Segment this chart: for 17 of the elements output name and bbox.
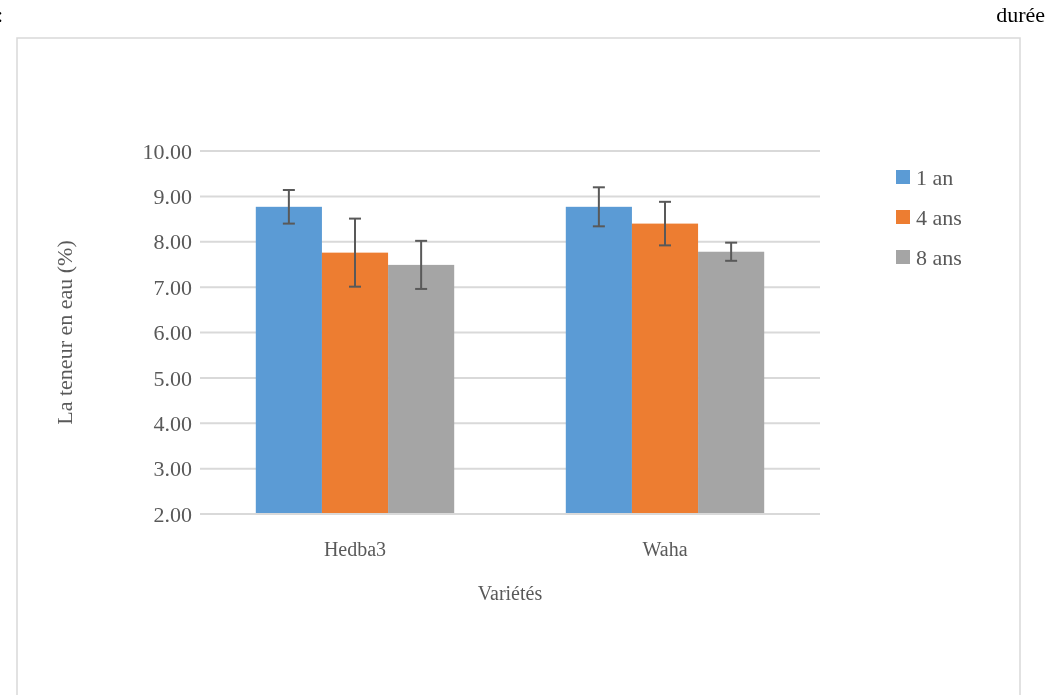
- y-tick-label: 10.00: [142, 138, 192, 164]
- legend-label: 4 ans: [916, 204, 962, 230]
- y-tick-label: 9.00: [153, 184, 192, 210]
- legend-label: 1 an: [916, 164, 954, 190]
- y-tick-label: 4.00: [153, 410, 192, 436]
- y-axis-title: La teneur en eau (%): [52, 240, 77, 425]
- y-tick-label: 8.00: [153, 229, 192, 255]
- x-tick-label: Waha: [642, 538, 688, 560]
- y-tick-label: 6.00: [153, 320, 192, 346]
- y-tick-label: 3.00: [153, 456, 192, 482]
- x-tick-label: Hedba3: [323, 538, 387, 560]
- legend-label: 8 ans: [916, 244, 962, 270]
- y-tick-label: 7.00: [153, 274, 192, 300]
- x-axis-title: Variétés: [477, 582, 543, 604]
- y-tick-label: 2.00: [153, 501, 192, 527]
- text: durée: [996, 2, 1045, 27]
- y-tick-label: 5.00: [153, 365, 192, 391]
